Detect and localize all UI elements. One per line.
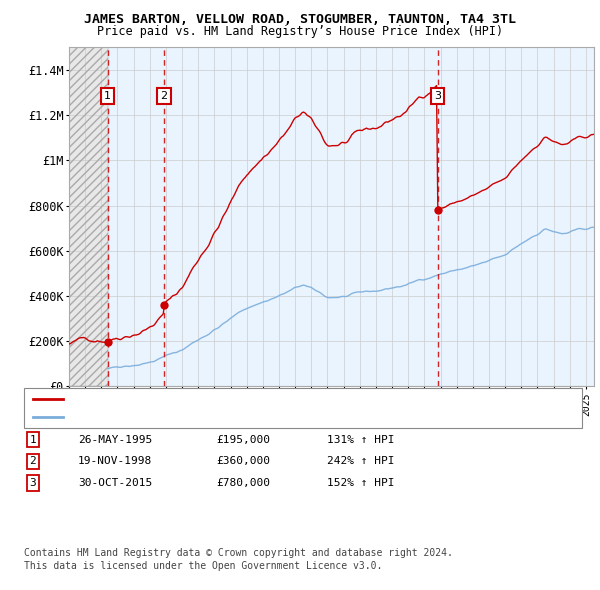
Text: 30-OCT-2015: 30-OCT-2015 — [78, 478, 152, 488]
Text: This data is licensed under the Open Government Licence v3.0.: This data is licensed under the Open Gov… — [24, 562, 382, 571]
Text: HPI: Average price, detached house, Somerset: HPI: Average price, detached house, Some… — [69, 411, 344, 421]
Text: 2: 2 — [29, 457, 37, 466]
Text: 19-NOV-1998: 19-NOV-1998 — [78, 457, 152, 466]
Text: 1: 1 — [104, 91, 111, 101]
Text: 3: 3 — [29, 478, 37, 488]
Text: £360,000: £360,000 — [216, 457, 270, 466]
Text: £780,000: £780,000 — [216, 478, 270, 488]
Text: 1: 1 — [29, 435, 37, 444]
Text: 2: 2 — [160, 91, 167, 101]
Text: £195,000: £195,000 — [216, 435, 270, 444]
Text: 242% ↑ HPI: 242% ↑ HPI — [327, 457, 395, 466]
Text: 131% ↑ HPI: 131% ↑ HPI — [327, 435, 395, 444]
Text: JAMES BARTON, VELLOW ROAD, STOGUMBER, TAUNTON, TA4 3TL: JAMES BARTON, VELLOW ROAD, STOGUMBER, TA… — [84, 13, 516, 26]
Bar — [108, 47, 594, 386]
Text: JAMES BARTON, VELLOW ROAD, STOGUMBER, TAUNTON, TA4 3TL (detached house): JAMES BARTON, VELLOW ROAD, STOGUMBER, TA… — [69, 394, 513, 404]
Text: Price paid vs. HM Land Registry’s House Price Index (HPI): Price paid vs. HM Land Registry’s House … — [97, 25, 503, 38]
Text: 3: 3 — [434, 91, 441, 101]
Bar — [69, 47, 108, 386]
Text: Contains HM Land Registry data © Crown copyright and database right 2024.: Contains HM Land Registry data © Crown c… — [24, 549, 453, 558]
Text: 26-MAY-1995: 26-MAY-1995 — [78, 435, 152, 444]
Bar — [69, 47, 108, 386]
Text: 152% ↑ HPI: 152% ↑ HPI — [327, 478, 395, 488]
